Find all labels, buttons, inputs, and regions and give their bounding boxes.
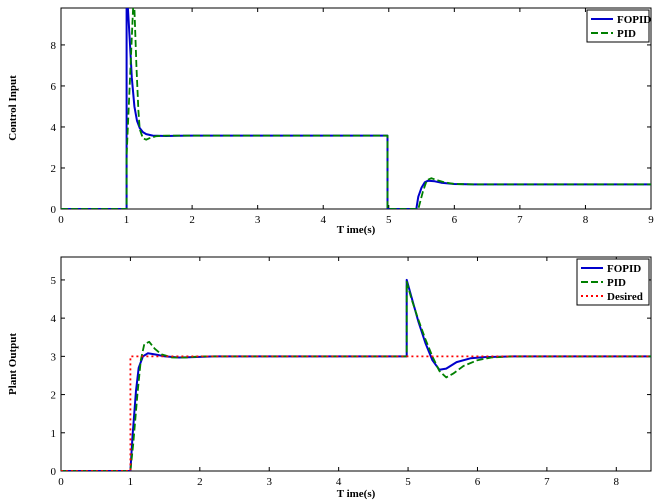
y-tick-label: 8 <box>51 40 57 52</box>
series-line-pid <box>61 8 651 209</box>
legend-box <box>576 258 650 306</box>
y-tick-label: 0 <box>51 466 57 478</box>
plant-output-chart: 0 1 2 3 4 5 6 7 8 0 1 2 3 4 5 T ime(s) Plant Output F… <box>7 256 652 500</box>
legend-label-fopid: FOPID <box>617 14 651 26</box>
y-tick-label: 3 <box>51 351 57 363</box>
y-axis-label: Control Input <box>7 75 19 141</box>
y-ticks: 0 2 4 6 8 <box>51 40 651 216</box>
legend-label-pid: PID <box>607 277 626 289</box>
x-tick-label: 6 <box>475 476 481 488</box>
x-tick-label: 9 <box>648 214 654 226</box>
x-tick-label: 3 <box>255 214 261 226</box>
y-axis-label: Plant Output <box>7 333 19 395</box>
y-tick-label: 4 <box>51 313 57 325</box>
legend-label-fopid: FOPID <box>607 263 641 275</box>
x-tick-label: 6 <box>452 214 458 226</box>
x-tick-label: 4 <box>336 476 342 488</box>
x-ticks: 0 1 2 3 4 5 6 7 8 <box>58 257 620 488</box>
x-axis-label: T ime(s) <box>337 224 376 236</box>
y-tick-label: 4 <box>51 122 57 134</box>
y-tick-label: 0 <box>51 204 57 216</box>
series-lines <box>61 278 651 471</box>
x-tick-label: 5 <box>405 476 411 488</box>
x-tick-label: 1 <box>128 476 134 488</box>
x-tick-label: 4 <box>320 214 326 226</box>
x-ticks: 0 1 2 3 4 5 6 7 8 9 <box>58 8 654 226</box>
x-tick-label: 5 <box>386 214 392 226</box>
y-tick-label: 5 <box>51 275 57 287</box>
x-tick-label: 7 <box>544 476 550 488</box>
y-tick-label: 2 <box>51 390 57 402</box>
series-lines <box>61 8 651 209</box>
y-tick-label: 2 <box>51 163 57 175</box>
x-tick-label: 2 <box>197 476 203 488</box>
y-tick-label: 6 <box>51 81 57 93</box>
legend-label-desired: Desired <box>607 291 643 303</box>
x-tick-label: 0 <box>58 476 64 488</box>
x-tick-label: 7 <box>517 214 523 226</box>
y-ticks: 0 1 2 3 4 5 <box>51 275 651 478</box>
y-tick-label: 1 <box>51 428 57 440</box>
x-tick-label: 1 <box>124 214 130 226</box>
x-tick-label: 8 <box>614 476 620 488</box>
legend-label-pid: PID <box>617 28 636 40</box>
x-tick-label: 2 <box>189 214 195 226</box>
series-line-fopid <box>61 8 651 209</box>
legend-box <box>586 9 650 43</box>
legend: FOPID PID <box>586 9 651 43</box>
x-tick-label: 3 <box>266 476 272 488</box>
x-tick-label: 8 <box>583 214 589 226</box>
x-tick-label: 0 <box>58 214 64 226</box>
x-axis-label: T ime(s) <box>337 488 376 500</box>
legend: FOPID PID Desired <box>576 258 650 306</box>
series-line-desired <box>61 355 651 471</box>
plot-area-frame <box>60 256 652 472</box>
plot-area-frame <box>60 7 652 210</box>
